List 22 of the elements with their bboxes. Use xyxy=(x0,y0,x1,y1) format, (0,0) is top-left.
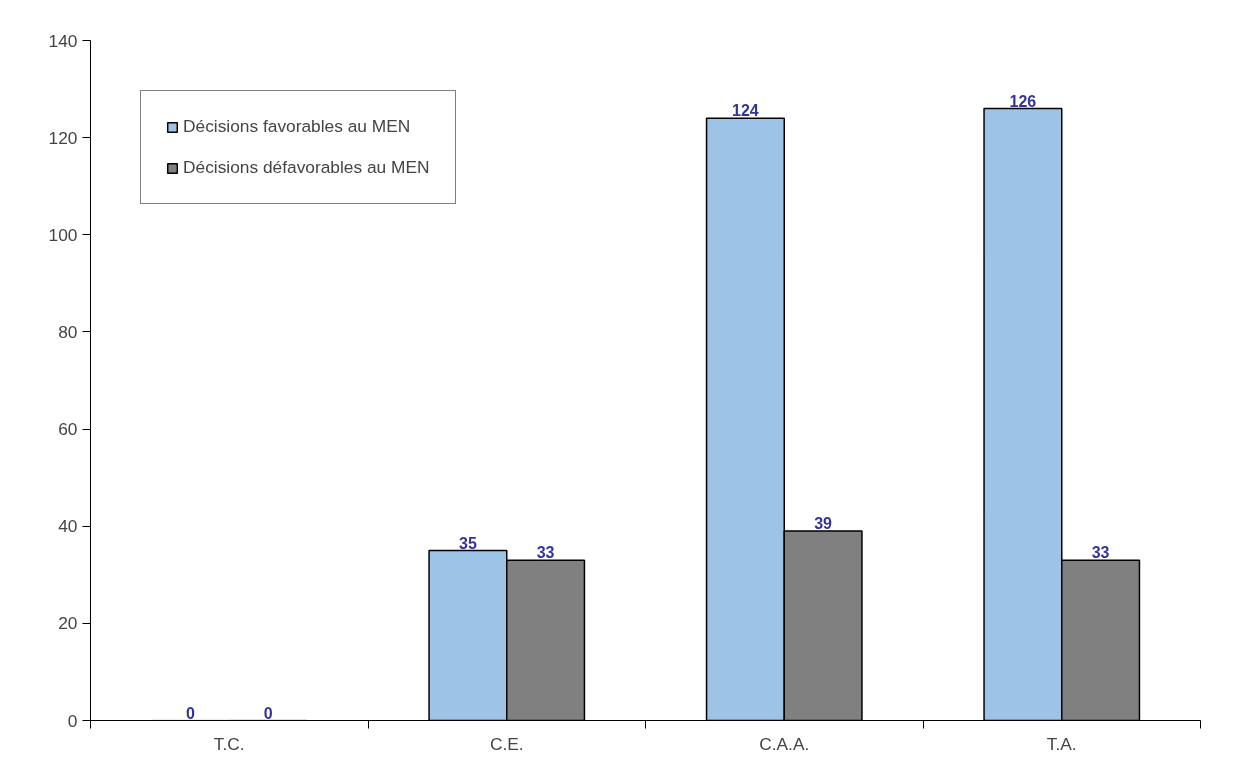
data-label: 0 xyxy=(263,704,273,722)
legend-label: Décisions défavorables au MEN xyxy=(183,157,430,178)
data-label: 0 xyxy=(185,704,195,722)
y-tick-label: 20 xyxy=(58,613,78,634)
x-tick-label: T.C. xyxy=(213,733,245,754)
data-label: 33 xyxy=(536,544,555,562)
data-label: 39 xyxy=(814,515,833,533)
data-label: 124 xyxy=(732,102,759,120)
y-tick-label: 140 xyxy=(48,30,78,51)
data-label: 126 xyxy=(1009,92,1037,110)
x-tick-label: C.E. xyxy=(489,733,524,754)
y-tick-label: 60 xyxy=(58,419,78,440)
y-tick-label: 100 xyxy=(48,224,78,245)
y-tick-label: 120 xyxy=(48,127,78,148)
legend-label: Décisions favorables au MEN xyxy=(183,116,411,137)
x-tick-label: T.A. xyxy=(1046,733,1077,754)
y-tick-label: 0 xyxy=(67,710,78,731)
y-tick-label: 40 xyxy=(58,516,78,537)
y-tick-label: 80 xyxy=(58,321,78,342)
data-label: 33 xyxy=(1091,544,1110,562)
x-tick-label: C.A.A. xyxy=(759,733,810,754)
data-label: 35 xyxy=(459,534,477,552)
